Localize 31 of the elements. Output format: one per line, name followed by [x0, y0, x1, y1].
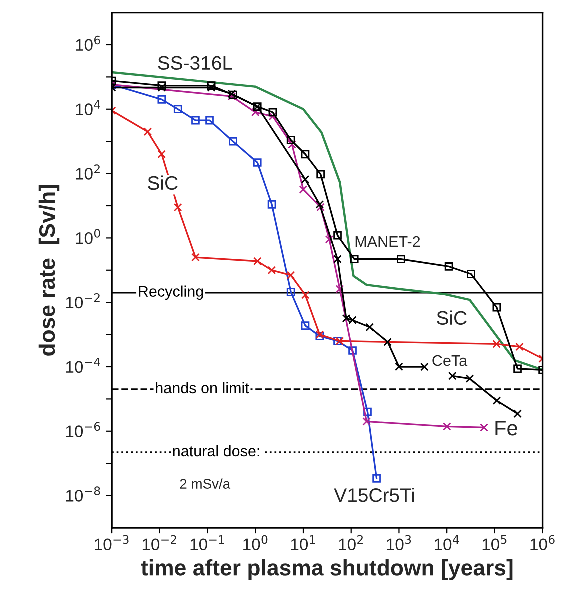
- annotation: V15Cr5Ti: [334, 488, 414, 502]
- annotation: MANET-2: [356, 236, 420, 248]
- y-tick-label: 10$^{−8}$: [66, 486, 100, 502]
- ref-line-label: natural dose:: [173, 445, 260, 457]
- x-axis-title: time after plasma shutdown [years]: [141, 560, 513, 580]
- x-tick-label: 10$^{−3}$: [95, 535, 129, 551]
- x-tick-label: 10$^{4}$: [435, 536, 460, 551]
- x-tick-label: 10$^{3}$: [387, 535, 412, 551]
- y-tick-label: 10$^{−4}$: [66, 358, 100, 374]
- ref-line-label: hands on limit: [156, 382, 250, 394]
- x-tick-label: 10$^{1}$: [291, 536, 316, 551]
- y-tick-label: 10$^{4}$: [76, 100, 100, 116]
- y-tick-label: 10$^{6}$: [76, 36, 100, 52]
- x-tick-label: 10$^{6}$: [530, 535, 555, 551]
- annotation: SS-316L: [158, 56, 232, 70]
- y-tick-label: 10$^{−6}$: [66, 422, 100, 438]
- y-tick-label: 10$^{2}$: [76, 164, 100, 180]
- annotation: SiC: [437, 310, 467, 326]
- x-tick-label: 10$^{0}$: [244, 535, 268, 551]
- annotation: CeTa: [432, 355, 468, 366]
- annotation: 2 mSv/a: [180, 478, 231, 489]
- y-tick-label: 10$^{0}$: [76, 229, 100, 244]
- y-tick-label: 10$^{−2}$: [66, 293, 100, 309]
- annotation: Fe: [496, 421, 518, 436]
- y-axis-title: dose rate [Sv/h]: [38, 185, 60, 356]
- x-tick-label: 10$^{2}$: [339, 535, 363, 551]
- annotation: SiC: [148, 176, 178, 190]
- x-tick-label: 10$^{−2}$: [142, 535, 176, 551]
- ref-line-label: Recycling: [139, 286, 204, 300]
- x-tick-label: 10$^{5}$: [482, 536, 507, 551]
- x-tick-label: 10$^{−1}$: [190, 536, 224, 551]
